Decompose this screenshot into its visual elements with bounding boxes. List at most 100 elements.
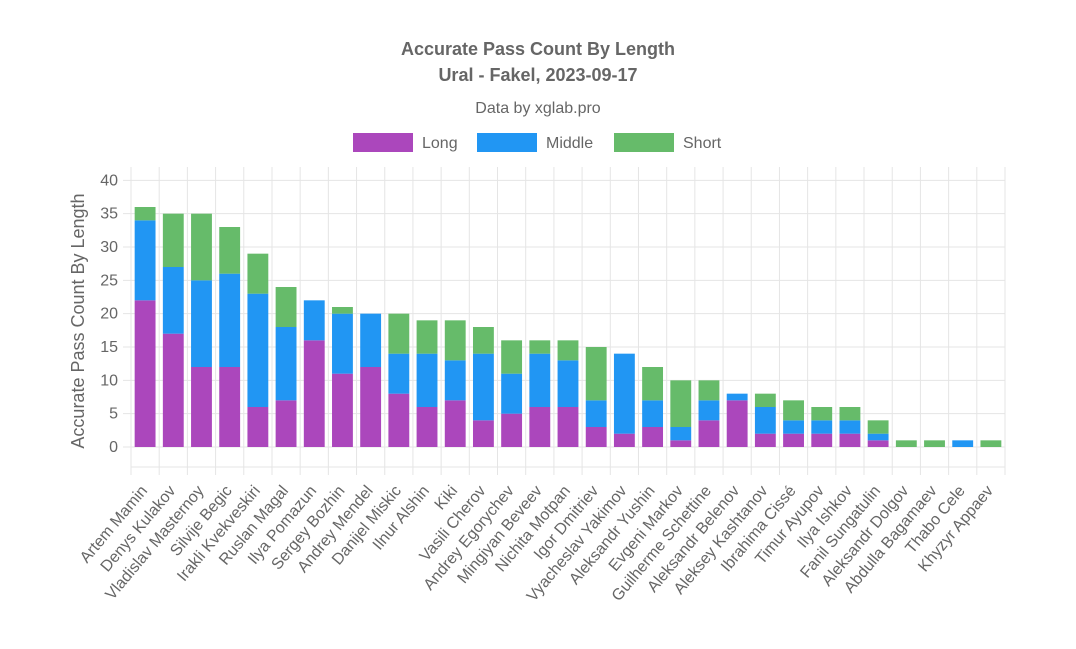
bar-short-26 [867,420,889,434]
bar-short-11 [444,320,466,361]
bar-middle-12 [472,353,494,421]
y-tick-label: 15 [100,339,118,356]
bar-short-2 [191,213,212,281]
bar-short-27 [895,440,917,447]
bar-short-30 [980,440,1002,447]
bar-middle-20 [698,400,720,421]
legend-label-long: Long [422,135,458,152]
bar-middle-10 [416,353,438,407]
bar-middle-23 [783,420,804,434]
bar-middle-21 [726,393,748,401]
bar-short-24 [811,407,833,421]
bar-long-2 [191,367,212,447]
y-tick-label: 0 [109,439,118,456]
chart-title-line-1: Accurate Pass Count By Length [401,39,675,59]
bar-long-10 [416,407,438,447]
bar-short-20 [698,380,720,401]
bar-long-8 [360,367,382,447]
bar-long-3 [219,367,241,447]
bar-long-0 [134,300,156,447]
bar-middle-1 [162,267,184,334]
bar-short-18 [642,367,664,401]
bar-long-15 [557,407,579,447]
bar-short-10 [416,320,438,354]
bar-middle-19 [670,427,692,441]
bar-long-16 [585,427,607,447]
bar-middle-24 [811,420,833,434]
bar-short-22 [754,393,776,407]
bars-group [134,207,1002,447]
bar-short-12 [472,327,494,354]
y-axis-label: Accurate Pass Count By Length [68,193,88,448]
bar-short-4 [247,253,269,294]
bar-middle-9 [388,353,410,394]
bar-long-18 [642,427,664,447]
bar-short-19 [670,380,692,427]
bar-middle-3 [219,273,241,367]
bar-short-25 [839,407,861,421]
bar-short-28 [924,440,945,447]
bar-middle-15 [557,360,579,407]
bar-long-20 [698,420,720,447]
bar-long-6 [303,340,325,447]
bar-short-5 [275,287,297,327]
chart-title-group: Accurate Pass Count By Length Ural - Fak… [401,39,675,117]
chart-title-line-2: Ural - Fakel, 2023-09-17 [438,65,637,85]
bar-long-4 [247,407,269,447]
bar-middle-26 [867,433,889,441]
bar-middle-17 [613,353,635,434]
legend-swatch-middle [477,133,537,152]
bar-short-23 [783,400,804,421]
legend-label-short: Short [683,135,722,152]
bar-short-13 [501,340,523,374]
bar-short-3 [219,227,241,274]
legend-swatch-long [353,133,413,152]
y-tick-label: 35 [100,206,118,223]
bar-middle-14 [529,353,551,407]
bar-middle-2 [191,280,212,367]
bar-short-0 [134,207,156,221]
bar-long-26 [867,440,889,447]
bar-long-19 [670,440,692,447]
y-tick-label: 10 [100,372,118,389]
chart-subtitle: Data by xglab.pro [475,100,601,117]
bar-long-22 [754,433,776,447]
bar-middle-18 [642,400,664,427]
y-tick-labels: 0 5 10 15 20 25 30 35 40 [100,172,118,456]
bar-middle-29 [952,440,974,447]
bar-short-1 [162,213,184,267]
bar-long-21 [726,400,748,447]
bar-long-1 [162,333,184,447]
bar-long-12 [472,420,494,447]
bar-middle-0 [134,220,156,301]
bar-middle-5 [275,327,297,401]
bar-long-13 [501,413,523,447]
bar-long-24 [811,433,833,447]
bar-short-9 [388,313,410,354]
y-tick-label: 40 [100,172,118,189]
bar-long-5 [275,400,297,447]
bar-long-17 [613,433,635,447]
bar-middle-13 [501,373,523,414]
bar-long-9 [388,393,410,447]
y-tick-label: 20 [100,306,118,323]
y-tick-label: 25 [100,272,118,289]
bar-short-15 [557,340,579,361]
legend-label-middle: Middle [546,135,593,152]
y-tick-label: 30 [100,239,118,256]
bar-short-16 [585,347,607,401]
bar-middle-22 [754,407,776,434]
bar-long-7 [332,373,353,447]
grid-lines [123,167,1006,475]
legend-swatch-short [614,133,674,152]
bar-middle-4 [247,293,269,407]
bar-middle-25 [839,420,861,434]
bar-middle-11 [444,360,466,401]
bar-long-14 [529,407,551,447]
bar-short-14 [529,340,551,354]
bar-long-23 [783,433,804,447]
bar-middle-7 [332,313,353,374]
bar-short-7 [332,307,353,314]
